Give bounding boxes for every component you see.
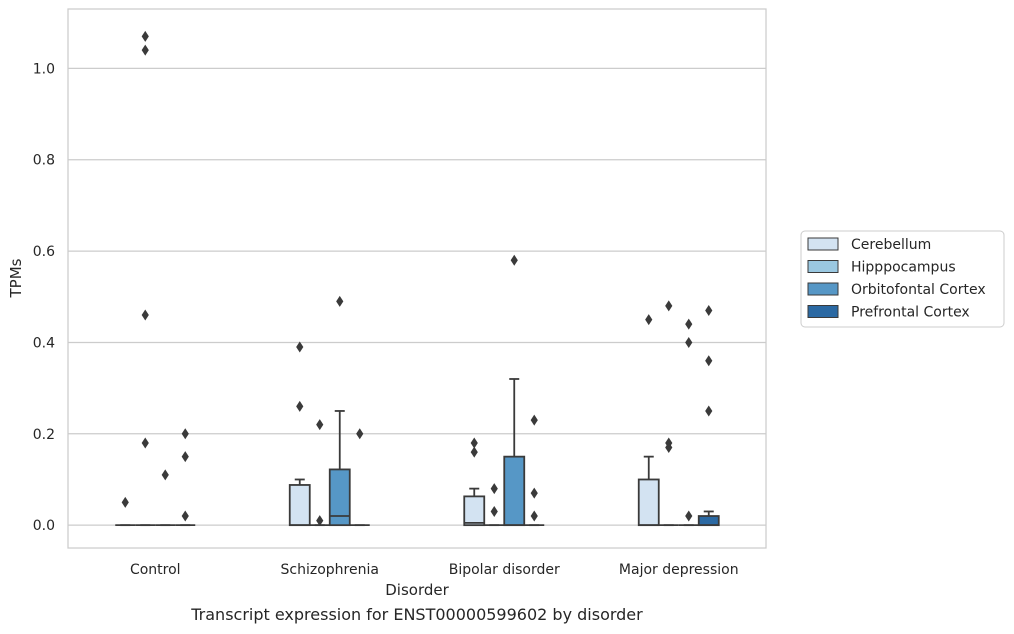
outlier-point xyxy=(705,355,713,367)
box-group xyxy=(309,419,330,527)
x-tick-label: Major depression xyxy=(619,562,739,578)
outlier-point xyxy=(490,483,498,495)
box xyxy=(503,455,526,527)
series-cerebellum xyxy=(115,314,660,527)
x-tick-label: Control xyxy=(130,562,181,578)
outlier-point xyxy=(470,446,478,458)
series-hipppocampus xyxy=(135,30,679,527)
box-group xyxy=(115,496,136,527)
box-group xyxy=(658,300,679,527)
outlier-point xyxy=(336,295,344,307)
box-group xyxy=(349,428,370,527)
box-group xyxy=(328,295,351,527)
box-group xyxy=(678,318,699,527)
legend-swatch xyxy=(807,305,839,318)
box xyxy=(328,468,351,527)
y-axis-ticks: 0.0 0.2 0.4 0.6 0.8 1.0 xyxy=(33,61,55,534)
box-group xyxy=(503,254,526,527)
y-tick-label: 0.8 xyxy=(33,153,55,169)
outlier-point xyxy=(510,254,518,266)
legend-frame xyxy=(800,230,1005,328)
outlier-point xyxy=(530,510,538,522)
outlier-point xyxy=(685,510,693,522)
outlier-point xyxy=(685,336,693,348)
legend-swatch xyxy=(807,282,839,296)
y-tick-label: 0.6 xyxy=(33,244,55,260)
x-tick-label: Schizophrenia xyxy=(281,562,379,578)
legend-label: Hipppocampus xyxy=(851,260,956,276)
outlier-point xyxy=(645,314,653,326)
box-group xyxy=(463,437,486,527)
box-group xyxy=(175,428,196,527)
legend: Cerebellum Hipppocampus Orbitofontal Corte… xyxy=(800,230,1005,328)
outlier-point xyxy=(296,341,304,353)
outlier-point xyxy=(141,30,149,42)
legend-label: Orbitofontal Cortex xyxy=(851,282,986,298)
box-group xyxy=(135,30,156,527)
outlier-point xyxy=(705,304,713,316)
plot-frame xyxy=(67,8,767,549)
y-tick-label: 0.2 xyxy=(33,427,55,443)
x-axis-label: Disorder xyxy=(385,581,449,599)
x-tick-label: Bipolar disorder xyxy=(449,562,560,578)
outlier-point xyxy=(665,300,673,312)
outlier-point xyxy=(316,419,324,431)
figure-caption: Transcript expression for ENST0000059960… xyxy=(191,605,643,624)
box-groups xyxy=(115,30,720,527)
outlier-point xyxy=(181,428,189,440)
box-group xyxy=(524,414,545,527)
outlier-point xyxy=(470,437,478,449)
outlier-point xyxy=(685,318,693,330)
box xyxy=(697,515,720,527)
outlier-point xyxy=(316,515,324,527)
outlier-point xyxy=(141,437,149,449)
outlier-point xyxy=(141,44,149,56)
outlier-point xyxy=(161,469,169,481)
y-axis-label: TPMs xyxy=(7,258,25,298)
box-group xyxy=(288,341,311,527)
box-group xyxy=(697,304,720,527)
x-axis-ticks: Control Schizophrenia Bipolar disorder Majo… xyxy=(130,562,739,578)
series-prefrontal-cortex xyxy=(175,304,720,527)
outlier-point xyxy=(705,405,713,417)
outlier-point xyxy=(530,414,538,426)
series-orbitofontal-cortex xyxy=(155,254,699,527)
box xyxy=(463,495,486,527)
outlier-point xyxy=(490,505,498,517)
y-tick-label: 1.0 xyxy=(33,61,55,77)
outlier-point xyxy=(121,496,129,508)
legend-label: Prefrontal Cortex xyxy=(851,305,970,321)
box xyxy=(288,484,311,527)
outlier-point xyxy=(141,309,149,321)
box-group xyxy=(637,314,660,527)
outlier-point xyxy=(296,400,304,412)
outlier-point xyxy=(665,442,673,454)
outlier-point xyxy=(356,428,364,440)
y-tick-label: 0.4 xyxy=(33,335,55,351)
box-group xyxy=(484,483,505,527)
box xyxy=(637,478,660,527)
grid-lines xyxy=(68,67,766,526)
legend-label: Cerebellum xyxy=(851,237,931,253)
legend-swatch xyxy=(807,237,839,251)
outlier-point xyxy=(181,451,189,463)
legend-swatch xyxy=(807,260,839,273)
outlier-point xyxy=(181,510,189,522)
y-tick-label: 0.0 xyxy=(33,518,55,534)
box-group xyxy=(155,469,176,527)
outlier-point xyxy=(530,487,538,499)
